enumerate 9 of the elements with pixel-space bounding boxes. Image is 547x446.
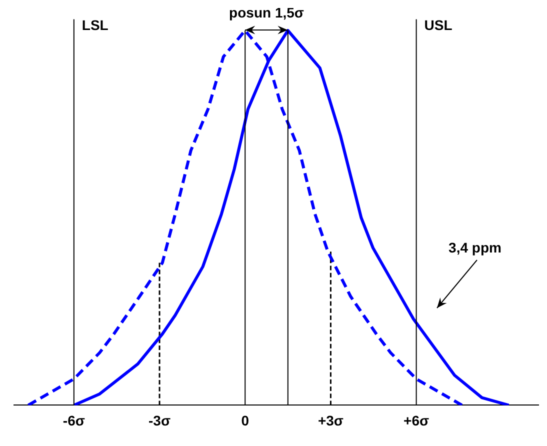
x-tick-label: +3σ: [318, 412, 344, 428]
ref-line-label: LSL: [82, 17, 109, 34]
x-tick-label: -3σ: [148, 412, 171, 428]
text: posun 1,5σ: [229, 4, 304, 20]
x-tick-label: +6σ: [404, 412, 430, 428]
ref-line-label: USL: [424, 17, 453, 34]
annotation: 3,4 ppm: [448, 240, 502, 256]
x-tick-label: 0: [241, 412, 250, 428]
x-tick-label: -6σ: [62, 412, 86, 428]
